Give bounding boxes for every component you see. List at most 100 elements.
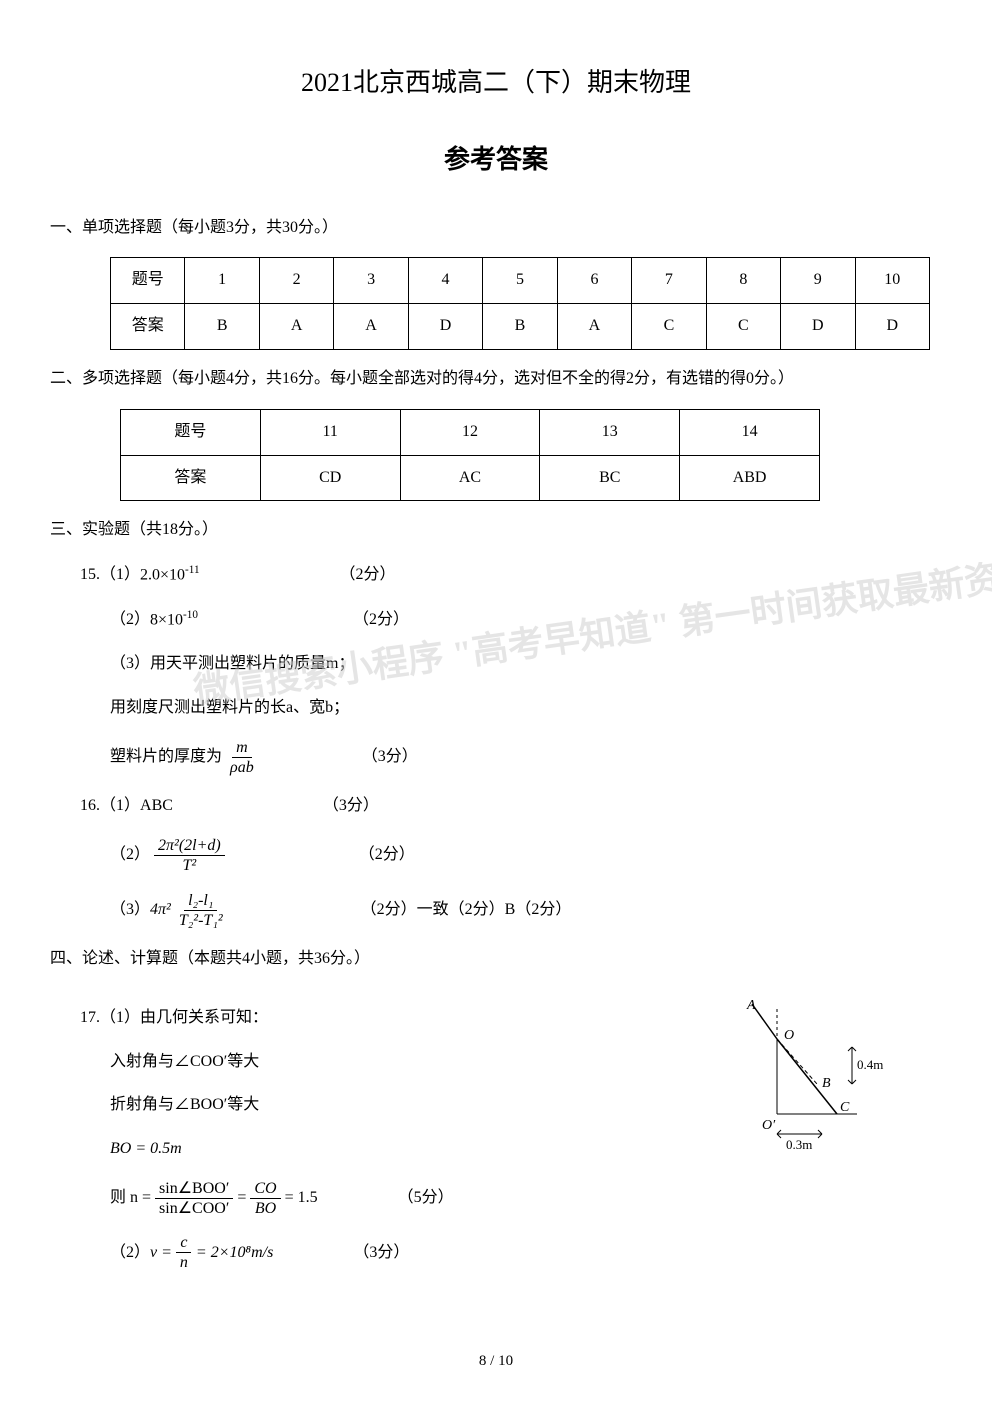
dim-w: 0.3m [786,1137,812,1152]
part-label: （1） [100,792,140,821]
answer-value: 2.0×10-11 [140,560,200,590]
text: 由几何关系可知： [140,1004,268,1033]
answer-table-multi: 题号 11 12 13 14 答案 CD AC BC ABD [120,409,820,502]
numerator: l₂-l₁ [184,891,217,911]
table-row: 题号 1 2 3 4 5 6 7 8 9 10 [111,258,930,304]
q17-part1-line1: 17. （1） 由几何关系可知： [80,1004,722,1033]
numerator: CO [250,1179,280,1199]
document-title: 2021北京西城高二（下）期末物理 [50,60,942,107]
col-num: 11 [260,409,400,455]
col-num: 12 [400,409,540,455]
text: 折射角与∠BOO′等大 [110,1091,259,1120]
denominator: T₂²-T₁² [175,911,227,930]
header-label: 题号 [121,409,261,455]
table-row: 答案 CD AC BC ABD [121,455,820,501]
section1-heading: 一、单项选择题（每小题3分，共30分。） [50,214,942,243]
q15-part1: 15. （1） 2.0×10-11 （2分） [80,560,942,590]
q16-part1: 16. （1） ABC （3分） [80,792,942,821]
section3-heading: 三、实验题（共18分。） [50,516,942,545]
col-num: 1 [185,258,259,304]
answer-cell: BC [540,455,680,501]
answer-cell: A [259,304,333,350]
col-num: 7 [632,258,706,304]
q17-part2: （2） v = c n = 2×10⁸m/s （3分） [110,1233,722,1272]
col-num: 3 [334,258,408,304]
fraction: 2π²(2l+d) T² [154,836,225,875]
points: （3分） [353,1239,409,1268]
q-number: 16. [80,792,100,821]
q17-container: 17. （1） 由几何关系可知： 入射角与∠COO′等大 折射角与∠BOO′等大… [50,989,942,1288]
points: （2分）一致（2分）B（2分） [361,896,572,925]
q16-part2: （2） 2π²(2l+d) T² （2分） [110,836,942,875]
prefix: v = [150,1239,172,1268]
denominator: BO [251,1199,280,1218]
q15-part3-line2: 用刻度尺测出塑料片的长a、宽b； [110,694,942,723]
result: = 1.5 [285,1184,318,1213]
col-num: 8 [706,258,780,304]
answer-label: 答案 [121,455,261,501]
q17-line4: BO = 0.5m [110,1135,722,1164]
denominator: sin∠COO′ [155,1199,233,1218]
fraction: sin∠BOO′ sin∠COO′ [155,1179,233,1218]
part-label: （3） [110,650,150,679]
numerator: 2π²(2l+d) [154,836,225,856]
col-num: 10 [855,258,929,304]
col-num: 5 [483,258,557,304]
col-num: 9 [781,258,855,304]
table-row: 题号 11 12 13 14 [121,409,820,455]
answer-cell: B [185,304,259,350]
q15-part2: （2） 8×10-10 （2分） [110,605,942,635]
section2-heading: 二、多项选择题（每小题4分，共16分。每小题全部选对的得4分，选对但不全的得2分… [50,365,942,394]
part-label: （2） [110,606,150,635]
text: 用天平测出塑料片的质量m； [150,650,354,679]
denominator: ρab [226,758,258,777]
dim-h: 0.4m [857,1057,883,1072]
part-label: （2） [110,841,150,870]
document-subtitle: 参考答案 [50,137,942,184]
page-number: 8 / 10 [50,1348,942,1375]
refraction-diagram: A O B C O′ 0.4m 0.3m [722,999,902,1190]
part-label: （1） [100,561,140,590]
text: 用刻度尺测出塑料片的长a、宽b； [110,694,349,723]
denominator: n [176,1253,192,1272]
col-num: 6 [557,258,631,304]
label-C: C [840,1100,850,1115]
result: = 2×10⁸m/s [196,1239,273,1268]
points: （3分） [362,743,418,772]
q17-line3: 折射角与∠BOO′等大 [110,1091,722,1120]
label-Oprime: O′ [762,1118,776,1133]
label-O: O [784,1028,794,1043]
answer-cell: B [483,304,557,350]
answer-label: 答案 [111,304,185,350]
answer-cell: C [706,304,780,350]
answer-cell: CD [260,455,400,501]
q15-part3-line1: （3） 用天平测出塑料片的质量m； [110,650,942,679]
answer-value: 8×10-10 [150,605,198,635]
section4-heading: 四、论述、计算题（本题共4小题，共36分。） [50,945,942,974]
text: BO = 0.5m [110,1135,182,1164]
numerator: m [232,738,252,758]
eq: = [237,1184,246,1213]
col-num: 2 [259,258,333,304]
answer-cell: C [632,304,706,350]
answer-table-single: 题号 1 2 3 4 5 6 7 8 9 10 答案 B A A D B A C… [110,257,930,350]
col-num: 14 [680,409,820,455]
header-label: 题号 [111,258,185,304]
table-row: 答案 B A A D B A C C D D [111,304,930,350]
fraction: l₂-l₁ T₂²-T₁² [175,891,227,930]
label-B: B [822,1076,831,1091]
denominator: T² [179,856,201,875]
text: 入射角与∠COO′等大 [110,1048,259,1077]
numerator: c [176,1233,191,1253]
q17-text: 17. （1） 由几何关系可知： 入射角与∠COO′等大 折射角与∠BOO′等大… [50,989,722,1288]
part-label: （1） [100,1004,140,1033]
prefix: 则 n = [110,1184,151,1213]
q15-part3-line3: 塑料片的厚度为 m ρab （3分） [110,738,942,777]
fraction: CO BO [250,1179,280,1218]
fraction: c n [176,1233,192,1272]
part-label: （2） [110,1239,150,1268]
text: 塑料片的厚度为 [110,743,222,772]
points: （2分） [353,606,409,635]
q-number: 15. [80,561,100,590]
points: （2分） [340,561,396,590]
